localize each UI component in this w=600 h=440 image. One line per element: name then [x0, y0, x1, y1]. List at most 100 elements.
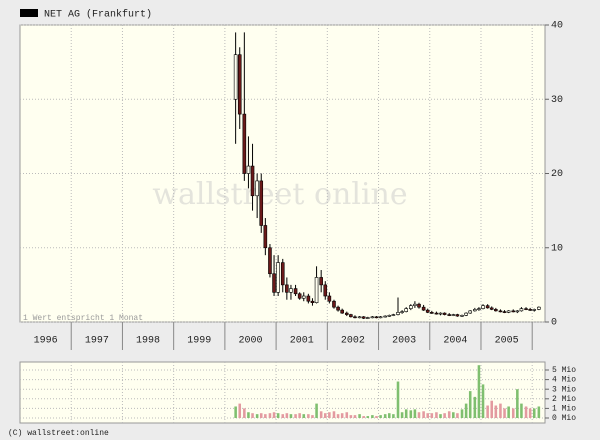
volume-bar: [404, 409, 408, 418]
candle-body: [361, 316, 366, 319]
candle-body: [268, 247, 272, 275]
y-tick-label: 5 Mio: [552, 366, 576, 375]
candle-body: [425, 309, 430, 313]
volume-bar: [392, 414, 395, 418]
volume-bar: [294, 414, 297, 418]
volume-bar: [447, 411, 451, 418]
volume-bar: [371, 415, 374, 418]
candle-body: [387, 315, 392, 317]
y-tick-label: 30: [551, 95, 563, 106]
volume-bar: [477, 365, 481, 418]
volume-bar: [353, 415, 357, 418]
volume-bar: [511, 408, 515, 418]
volume-bar: [490, 400, 494, 418]
candle-body: [434, 312, 439, 315]
volume-bar: [439, 414, 442, 418]
volume-bar: [481, 384, 485, 418]
candle-body: [413, 303, 417, 306]
x-tick-label: 2001: [290, 336, 314, 347]
x-tick-label: 1998: [136, 336, 160, 347]
candle-body: [468, 310, 473, 314]
volume-bar: [456, 413, 459, 418]
candle-body: [344, 312, 349, 315]
volume-bar: [268, 413, 272, 418]
volume-bar: [375, 416, 378, 418]
y-tick-label: 3 Mio: [552, 385, 576, 394]
candle-body: [524, 308, 528, 310]
candle-body: [502, 311, 507, 313]
candle-body: [293, 288, 298, 295]
candle-body: [473, 309, 477, 312]
candle-body: [319, 277, 323, 286]
candle-body: [233, 54, 238, 100]
y-tick-label: 40: [551, 21, 563, 32]
candle-body: [357, 316, 362, 319]
candle-body: [383, 315, 387, 318]
volume-bar: [435, 412, 438, 418]
volume-bar: [503, 408, 506, 418]
candle-body: [285, 284, 289, 293]
candle-body: [485, 305, 490, 309]
candle-body: [336, 306, 340, 311]
volume-bar: [272, 412, 276, 418]
candle-body: [353, 316, 357, 319]
candle-body: [255, 180, 259, 197]
candle-body: [242, 113, 247, 174]
candle-body: [489, 307, 494, 310]
volume-bar: [516, 389, 519, 418]
volume-bar: [332, 411, 336, 418]
y-tick-label: 20: [551, 169, 563, 180]
candle-body: [460, 315, 464, 317]
y-tick-label: 0: [551, 318, 557, 329]
volume-bar: [443, 413, 446, 418]
candle-body: [349, 314, 353, 318]
candle-body: [365, 317, 370, 319]
y-tick-label: 10: [551, 243, 563, 254]
candle-body: [447, 314, 452, 316]
volume-bar: [251, 413, 254, 418]
candle-body: [327, 295, 332, 302]
x-tick-label: 1999: [187, 336, 211, 347]
volume-bar: [255, 414, 259, 418]
x-tick-label: 2002: [341, 336, 365, 347]
volume-bar: [464, 403, 468, 418]
volume-bar: [259, 413, 263, 418]
volume-bar: [452, 412, 455, 418]
volume-bar: [396, 381, 400, 418]
volume-bar: [379, 415, 382, 418]
candle-body: [494, 309, 498, 312]
candle-body: [301, 295, 306, 299]
candle-body: [417, 303, 421, 308]
volume-bar: [366, 416, 370, 418]
volume-bar: [532, 408, 536, 418]
volume-bar: [388, 413, 391, 418]
volume-bar: [243, 408, 246, 418]
candle-body: [519, 308, 524, 312]
y-tick-label: 0 Mio: [552, 414, 576, 423]
candle-body: [374, 316, 379, 319]
volume-panel: [19, 361, 546, 424]
volume-bar: [413, 409, 417, 418]
candle-body: [289, 288, 293, 293]
volume-bar: [426, 413, 429, 418]
y-tick-label: 2 Mio: [552, 395, 576, 404]
volume-bar: [417, 412, 421, 418]
volume-bar: [473, 396, 477, 418]
volume-bar: [358, 414, 361, 418]
candle-body: [498, 310, 503, 313]
candle-body: [511, 310, 516, 313]
volume-bar: [234, 406, 237, 418]
volume-bar: [486, 405, 489, 418]
legend-label: NET AG (Frankfurt): [44, 9, 152, 21]
volume-bar: [328, 412, 331, 418]
volume-bar: [285, 413, 289, 418]
volume-bar: [264, 414, 267, 418]
candle-body: [528, 309, 532, 311]
candle-body: [532, 309, 537, 311]
volume-bar: [468, 391, 472, 418]
candle-body: [438, 312, 443, 315]
candle-body: [250, 165, 255, 197]
candle-body: [400, 311, 404, 313]
volume-bar: [247, 412, 250, 418]
candle-body: [537, 306, 541, 310]
